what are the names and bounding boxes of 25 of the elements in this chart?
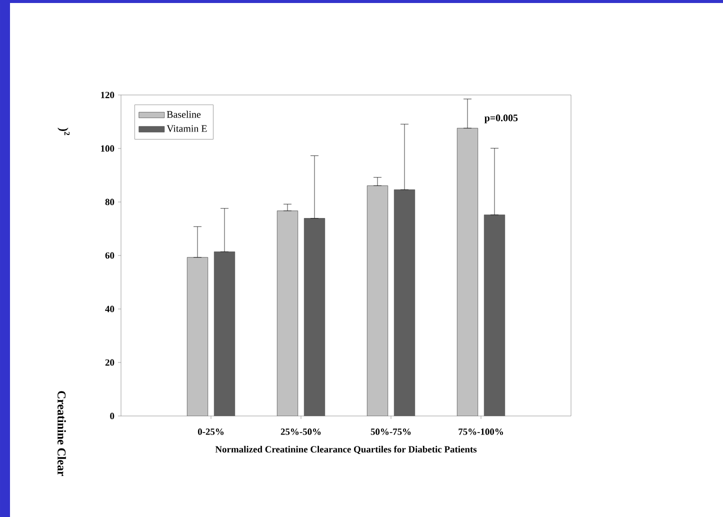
y-tick-label: 20 [105,359,114,366]
y-tick-label: 120 [101,92,114,98]
annotation: p=0.005 [484,114,518,124]
x-tick-label: 0-25% [198,428,224,435]
y-tick-label: 40 [105,306,114,312]
bar [484,214,506,416]
x-tick-label: 25%-50% [280,428,321,435]
y-tick-label: 0 [110,412,114,420]
bar [304,218,326,416]
legend-label: Baseline [166,110,201,118]
bar [456,128,478,416]
bar [214,252,236,416]
y-tick-label: 100 [101,145,114,152]
bar [276,210,298,416]
x-axis-title: Normalized Creatinine Clearance Quartiles for Diabetic Patients [215,446,477,454]
legend-label: Vitamin E [166,125,207,132]
bar [366,185,388,416]
x-tick-label: 75%-100% [458,428,503,435]
bar [186,257,208,416]
y-tick-label: 60 [105,252,114,259]
x-tick-label: 50%-75% [370,428,411,435]
text: )$^{2}$ [58,128,70,136]
bar [394,189,416,416]
y-axis-title: Creatinine Clear [58,391,66,476]
y-tick-label: 80 [105,198,114,206]
